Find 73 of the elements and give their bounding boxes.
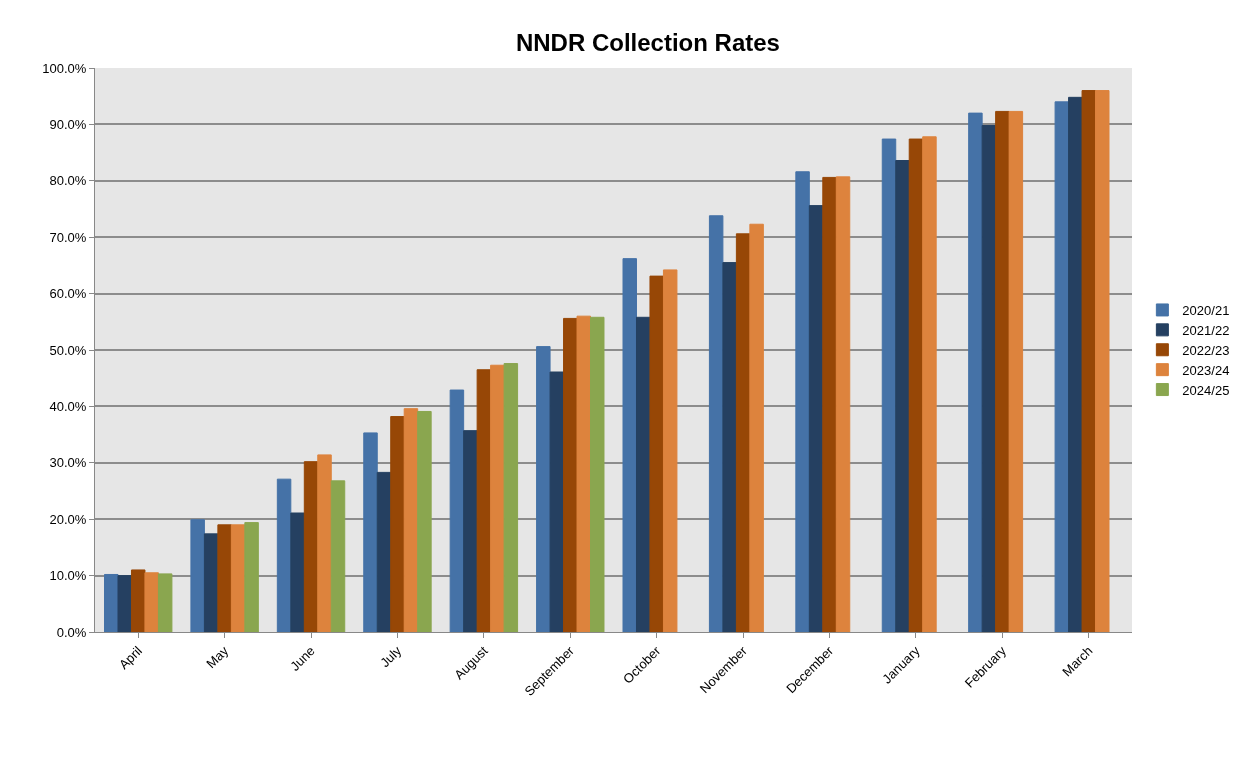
bar: [476, 369, 492, 632]
bar: [722, 262, 737, 632]
y-tick-label: 40.0%: [49, 398, 87, 414]
bar: [1008, 110, 1024, 632]
bar: [995, 110, 1010, 632]
y-tick-label: 100.0%: [42, 60, 87, 76]
y-tick-label: 60.0%: [49, 286, 87, 302]
bar: [276, 478, 292, 632]
y-tick-label: 20.0%: [49, 511, 87, 527]
bar: [635, 316, 651, 632]
bar: [157, 573, 173, 632]
y-tick-label: 80.0%: [49, 173, 87, 189]
y-tick-label: 70.0%: [49, 229, 87, 245]
y-tick-label: 30.0%: [49, 455, 87, 471]
bar: [376, 471, 392, 632]
bar: [922, 136, 937, 632]
legend-label: 2023/24: [1182, 362, 1230, 378]
bar: [104, 573, 119, 632]
bar: [735, 233, 751, 632]
bar: [403, 408, 419, 632]
bar: [795, 171, 810, 632]
bar: [981, 125, 997, 632]
bar: [822, 176, 837, 632]
y-tick-label: 90.0%: [49, 116, 87, 132]
bar: [1081, 90, 1097, 632]
bar: [290, 512, 305, 632]
bar: [968, 112, 983, 632]
bar: [417, 410, 432, 632]
bar: [130, 569, 146, 632]
bar: [622, 258, 637, 632]
bar: [649, 275, 664, 632]
bar: [449, 389, 465, 632]
bar: [549, 371, 565, 632]
bar: [590, 316, 605, 632]
bar: [230, 524, 246, 632]
y-tick-label: 50.0%: [49, 342, 87, 358]
x-tick-label: July: [377, 642, 405, 671]
bar: [190, 519, 205, 632]
legend-label: 2022/23: [1182, 342, 1230, 358]
bar: [1054, 101, 1070, 632]
bar: [708, 215, 724, 632]
bar: [536, 346, 551, 632]
bar: [217, 524, 232, 632]
bar: [749, 223, 764, 632]
bar: [330, 480, 346, 632]
bar: [895, 160, 910, 632]
bar: [463, 430, 478, 632]
bar: [662, 269, 678, 632]
bar: [808, 205, 824, 632]
bar: [503, 363, 519, 632]
bar: [303, 461, 319, 632]
bar: [244, 522, 259, 632]
bar: [908, 138, 924, 632]
bar: [203, 533, 219, 632]
y-tick-label: 10.0%: [49, 568, 87, 584]
y-tick-label: 0.0%: [56, 624, 87, 640]
bar: [835, 176, 851, 632]
bar: [390, 416, 405, 632]
x-tick-label: May: [203, 642, 232, 672]
bar: [1068, 96, 1083, 632]
bar: [144, 572, 159, 632]
bar: [490, 364, 505, 632]
bar: [881, 138, 897, 632]
bar: [317, 454, 332, 632]
legend-label: 2021/22: [1182, 322, 1230, 338]
bar: [563, 317, 578, 632]
bar: [1095, 90, 1110, 632]
bar: [117, 575, 132, 632]
legend-label: 2024/25: [1182, 382, 1230, 398]
chart-title: NNDR Collection Rates: [515, 29, 780, 57]
legend-label: 2020/21: [1182, 303, 1230, 319]
bar: [363, 432, 378, 632]
bar: [576, 315, 592, 632]
